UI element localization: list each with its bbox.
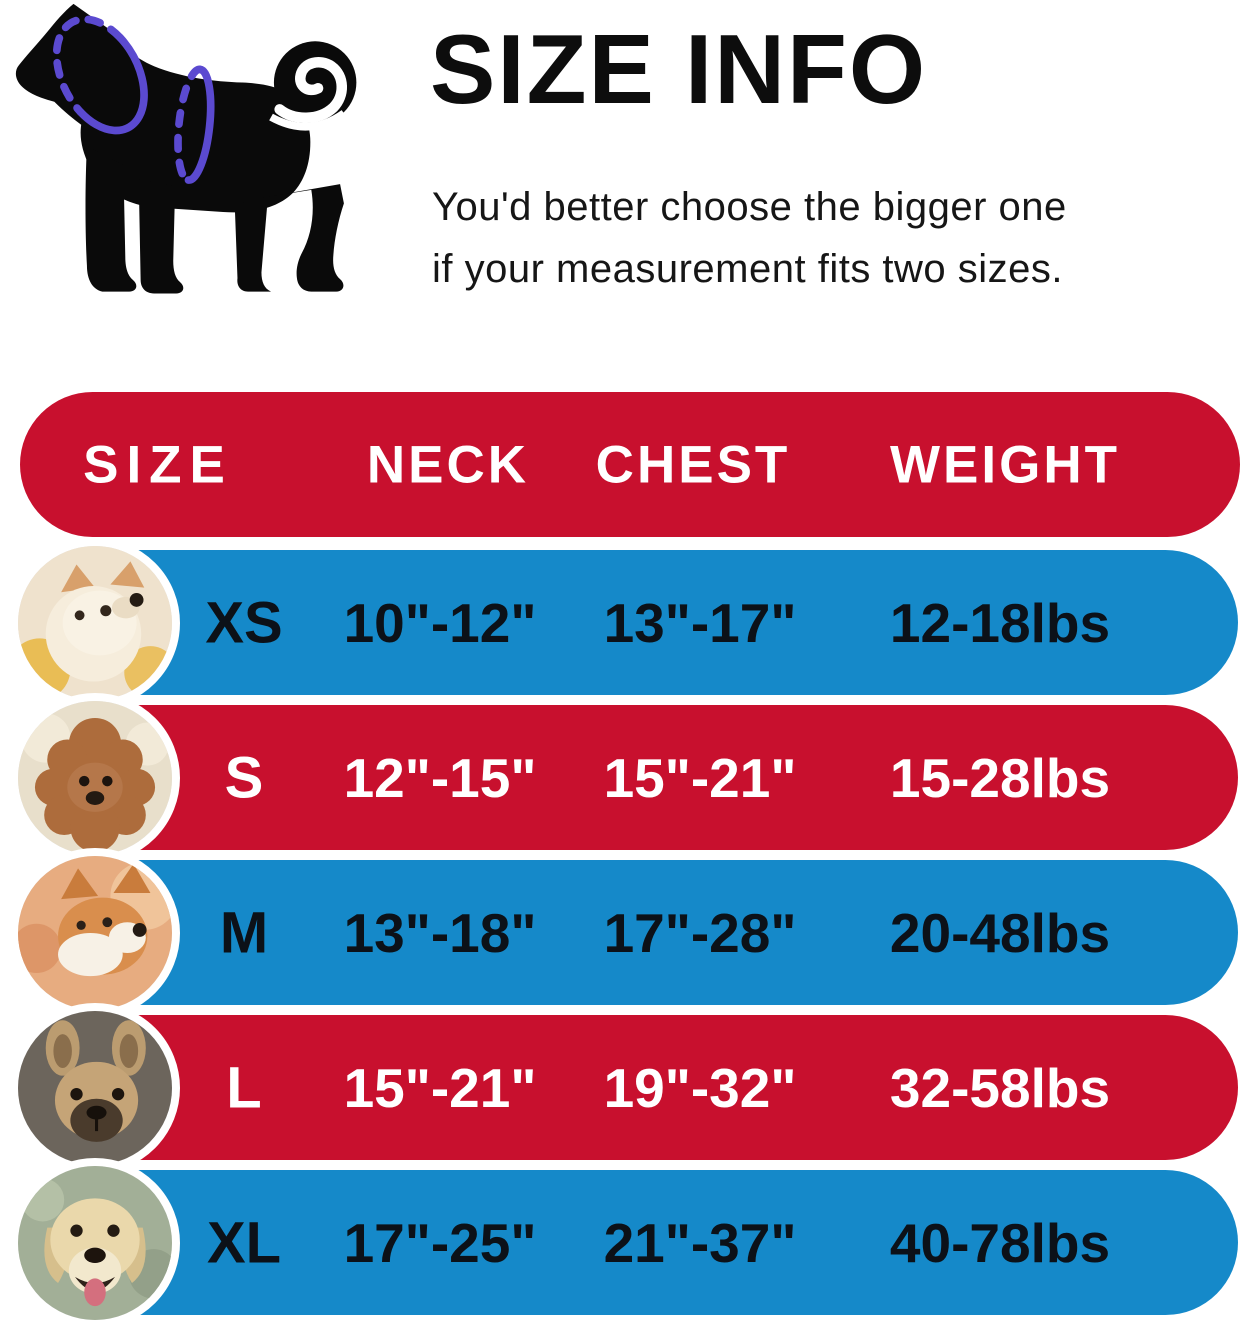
size-value: XL bbox=[206, 1210, 282, 1275]
dog-hind-leg bbox=[257, 184, 344, 292]
dog-front-leg-2 bbox=[138, 179, 184, 294]
chest-value: 15"-21" bbox=[603, 746, 797, 809]
page-title: SIZE INFO bbox=[430, 14, 928, 124]
dog-front-leg bbox=[85, 145, 137, 292]
neck-value: 17"-25" bbox=[343, 1211, 537, 1274]
chest-value: 17"-28" bbox=[603, 901, 797, 964]
weight-value: 32-58lbs bbox=[889, 1056, 1111, 1119]
row-photo bbox=[10, 692, 180, 863]
neck-ring-dashed bbox=[52, 15, 124, 116]
column-header-size: SIZE bbox=[83, 435, 233, 494]
table-row-xs: XS 10"-12" 13"-17" 12-18lbs bbox=[0, 537, 1248, 708]
row-pill bbox=[56, 860, 1238, 1005]
dog-photo-french-bulldog bbox=[18, 1010, 172, 1165]
chest-ring-solid bbox=[184, 65, 215, 184]
tail-separation bbox=[269, 110, 347, 131]
neck-ring-solid bbox=[76, 33, 148, 135]
dog-measurement-illustration bbox=[15, 3, 357, 294]
column-header-chest: CHEST bbox=[595, 435, 791, 494]
table-row-l: L 15"-21" 19"-32" 32-58lbs bbox=[0, 1002, 1248, 1173]
weight-value: 20-48lbs bbox=[889, 901, 1111, 964]
table-row-m: M 13"-18" 17"-28" 20-48lbs bbox=[0, 847, 1248, 1018]
subtitle: You'd better choose the bigger one if yo… bbox=[432, 176, 1067, 300]
size-value: S bbox=[224, 745, 264, 810]
dog-photo-labrador bbox=[18, 1165, 172, 1320]
dog-photo-pomeranian bbox=[18, 545, 172, 700]
dog-photo-shiba-inu bbox=[18, 855, 172, 1010]
neck-value: 15"-21" bbox=[343, 1056, 537, 1119]
column-header-weight: WEIGHT bbox=[890, 435, 1120, 494]
table-header-row: SIZE NECK CHEST WEIGHT bbox=[20, 392, 1240, 537]
row-photo bbox=[10, 1157, 180, 1328]
neck-value: 13"-18" bbox=[343, 901, 537, 964]
weight-value: 12-18lbs bbox=[889, 591, 1111, 654]
tail-curl-highlight bbox=[274, 57, 348, 124]
chest-ring-dashed bbox=[174, 65, 205, 184]
size-value: L bbox=[226, 1055, 262, 1120]
dog-photo-toy-poodle bbox=[18, 700, 172, 855]
neck-value: 12"-15" bbox=[343, 746, 537, 809]
chest-value: 19"-32" bbox=[603, 1056, 797, 1119]
row-photo bbox=[10, 537, 180, 708]
row-pill bbox=[56, 550, 1238, 695]
row-pill bbox=[56, 1015, 1238, 1160]
row-photo bbox=[10, 1002, 180, 1173]
subtitle-line-1: You'd better choose the bigger one bbox=[432, 185, 1067, 229]
weight-value: 40-78lbs bbox=[889, 1211, 1111, 1274]
size-value: M bbox=[219, 900, 269, 965]
dog-hind-leg-2 bbox=[234, 201, 272, 292]
row-pill bbox=[56, 705, 1238, 850]
subtitle-line-2: if your measurement fits two sizes. bbox=[432, 247, 1064, 291]
table-row-s: S 12"-15" 15"-21" 15-28lbs bbox=[0, 692, 1248, 863]
chest-value: 21"-37" bbox=[603, 1211, 797, 1274]
neck-value: 10"-12" bbox=[343, 591, 537, 654]
row-photo bbox=[10, 847, 180, 1018]
column-header-neck: NECK bbox=[366, 435, 530, 494]
table-row-xl: XL 17"-25" 21"-37" 40-78lbs bbox=[0, 1157, 1248, 1328]
weight-value: 15-28lbs bbox=[889, 746, 1111, 809]
row-pill bbox=[56, 1170, 1238, 1315]
size-value: XS bbox=[205, 590, 283, 655]
chest-value: 13"-17" bbox=[603, 591, 797, 654]
